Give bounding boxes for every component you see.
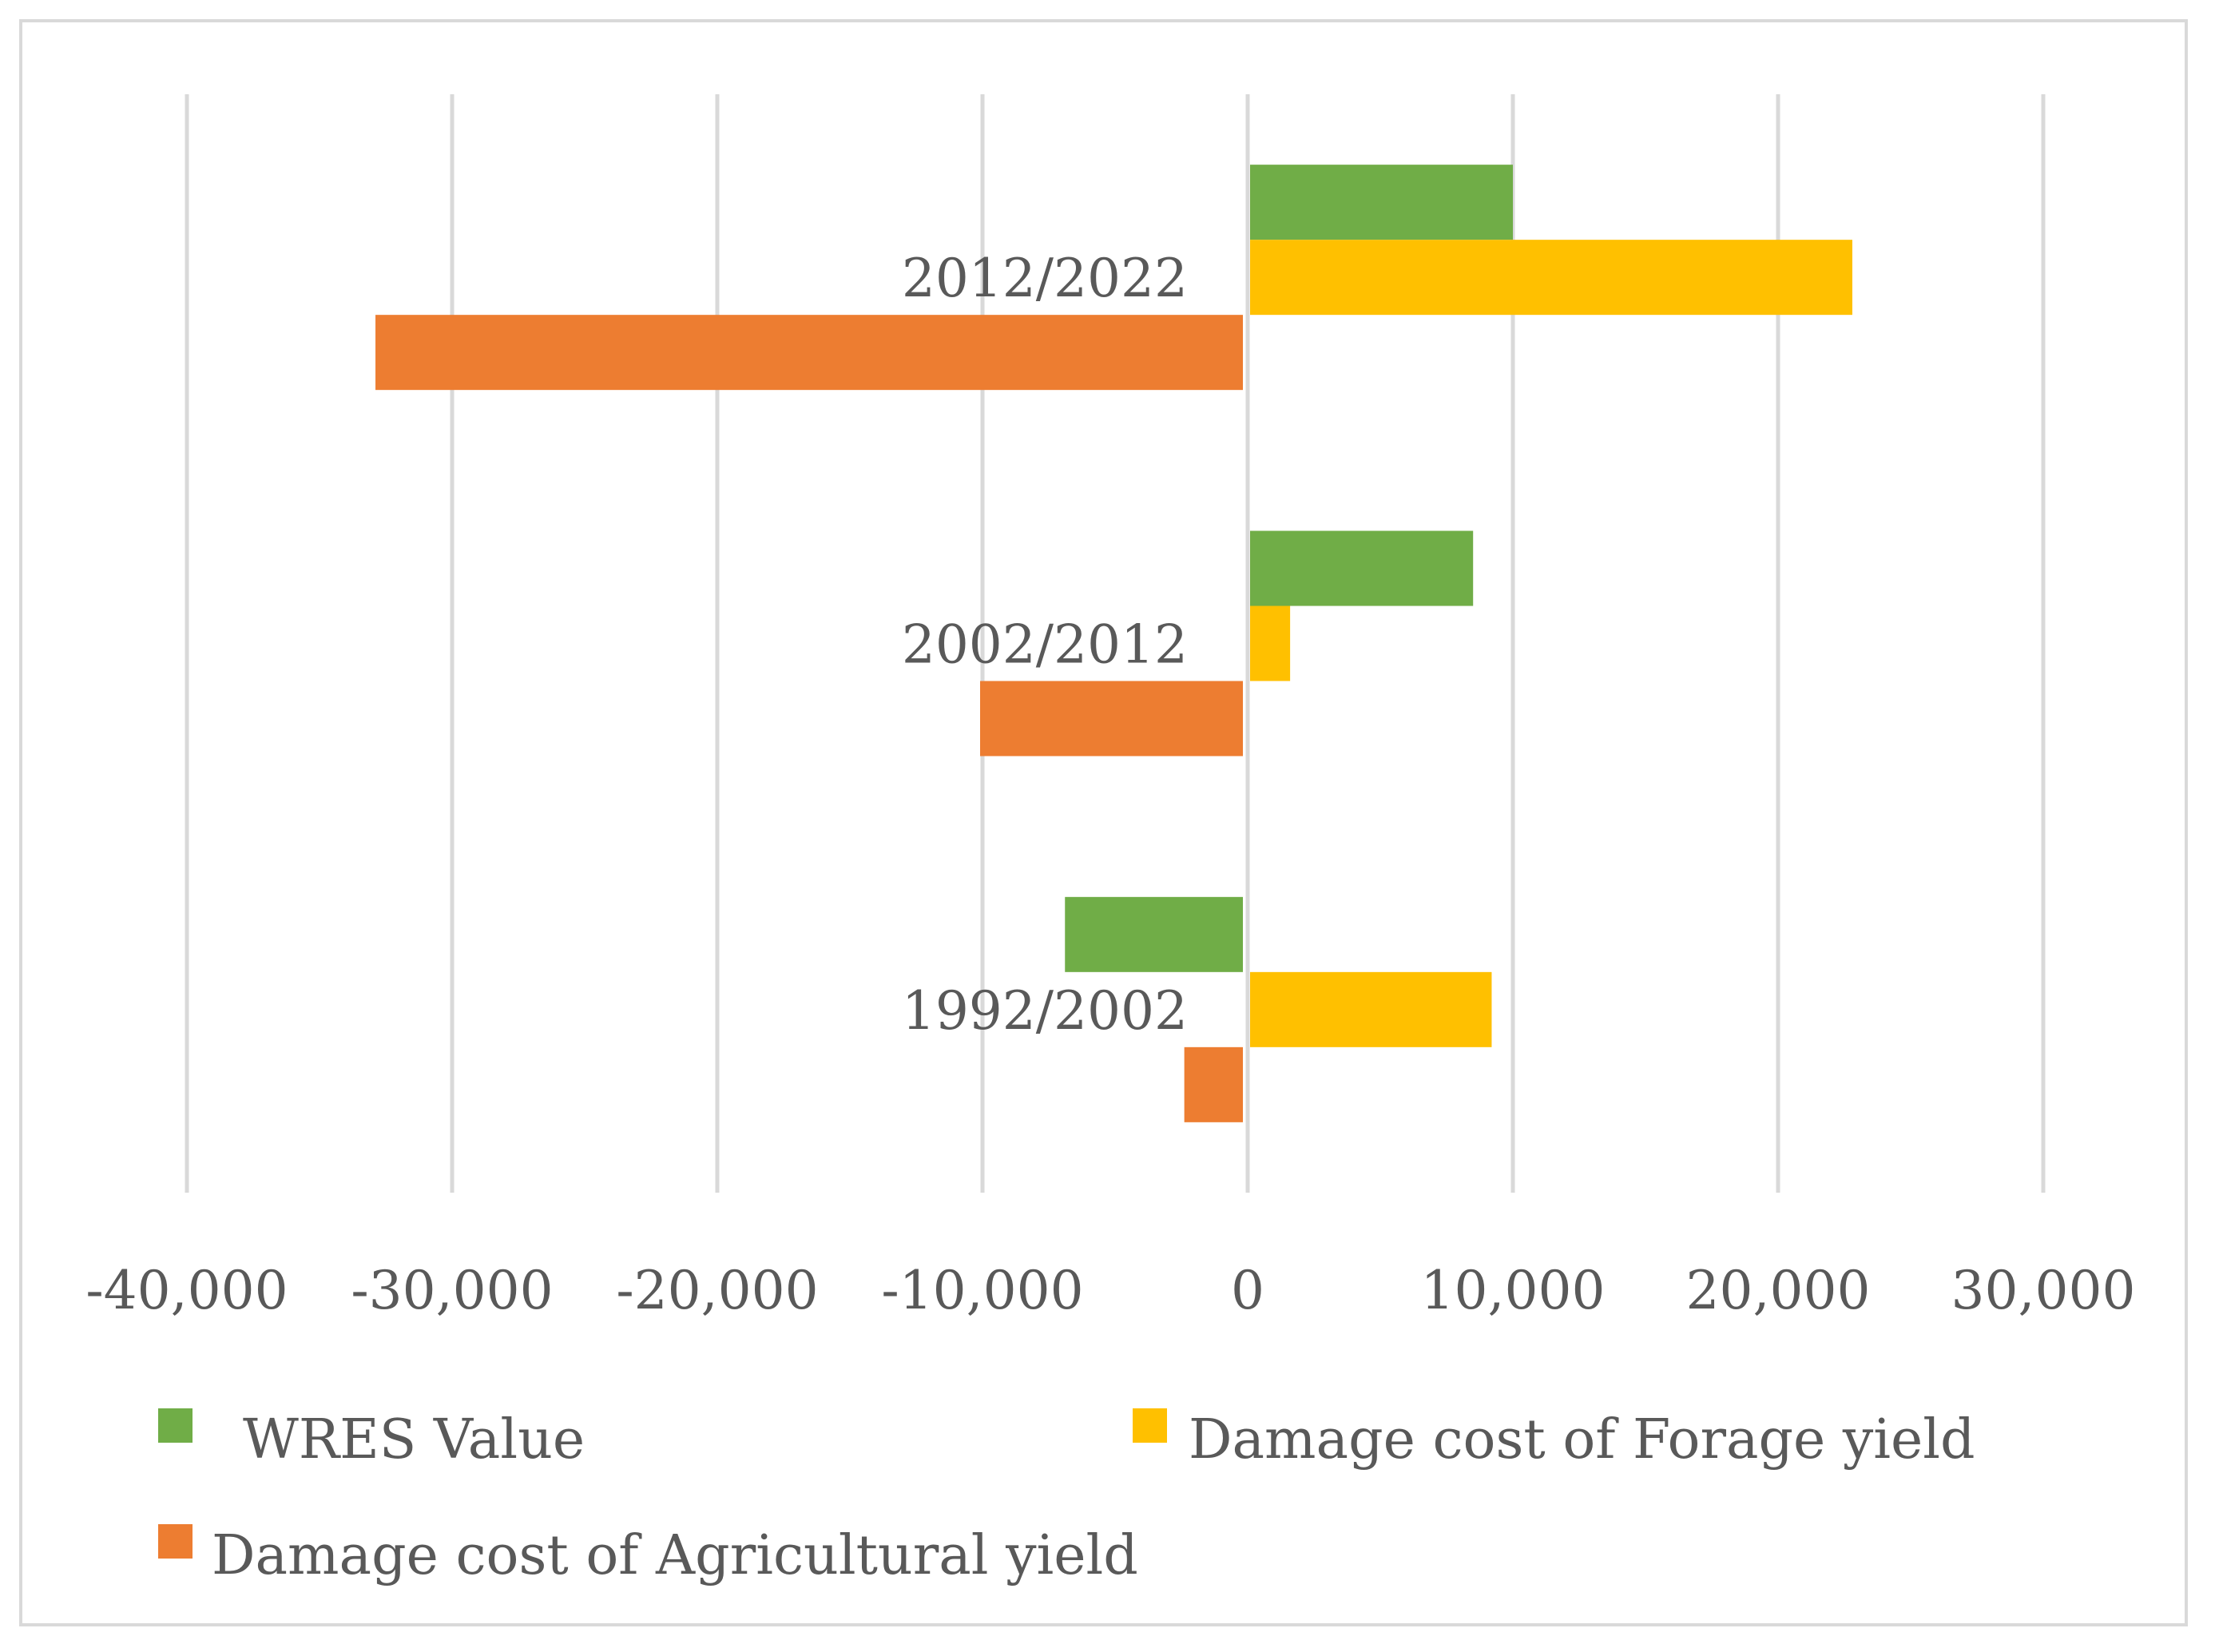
x-tick-label-20-000: 20,000	[1686, 1260, 1871, 1321]
x-axis-tick-labels: -40,000 -30,000 -20,000 -10,000 0 10,000 20,00…	[85, 1260, 2135, 1321]
category-labels: 1992/2002 2002/2012 2012/2022	[902, 248, 1188, 1042]
bar-damage-cost-of-forage-yield-2012-2022	[1250, 240, 1852, 316]
bar-chart: 1992/2002 2002/2012 2012/2022 -40,000 -30,0…	[85, 94, 2135, 1587]
category-label-2002-2012: 2002/2012	[902, 614, 1188, 676]
legend-swatch-agricultural	[158, 1524, 193, 1559]
legend: WRES Value Damage cost of Forage yield D…	[158, 1408, 1975, 1587]
bar-wres-value-2012-2022	[1250, 165, 1513, 240]
bar-damage-cost-of-agricultural-yield-2012-2022	[375, 315, 1243, 391]
x-tick-label-10-000: 10,000	[1421, 1260, 1606, 1321]
legend-label-wres: WRES Value	[243, 1408, 585, 1471]
x-tick-label-0: 0	[1231, 1260, 1264, 1321]
legend-label-forage: Damage cost of Forage yield	[1189, 1408, 1975, 1471]
x-tick-label-30-000: 30,000	[1951, 1260, 2136, 1321]
legend-swatch-forage	[1133, 1408, 1167, 1443]
chart-frame: 1992/2002 2002/2012 2012/2022 -40,000 -30,0…	[19, 19, 2188, 1626]
x-tick-label-20-000: -20,000	[616, 1260, 818, 1321]
x-tick-label-40-000: -40,000	[85, 1260, 288, 1321]
x-tick-label-10-000: -10,000	[881, 1260, 1083, 1321]
bar-damage-cost-of-agricultural-yield-2002-2012	[980, 681, 1243, 757]
bars	[375, 165, 1852, 1122]
bar-damage-cost-of-forage-yield-1992-2002	[1250, 971, 1492, 1047]
legend-swatch-wres	[158, 1408, 193, 1443]
bar-wres-value-1992-2002	[1065, 896, 1243, 972]
bar-damage-cost-of-agricultural-yield-1992-2002	[1184, 1046, 1243, 1122]
x-tick-label-30-000: -30,000	[351, 1260, 553, 1321]
category-label-1992-2002: 1992/2002	[902, 980, 1188, 1042]
bar-wres-value-2002-2012	[1250, 530, 1474, 606]
category-label-2012-2022: 2012/2022	[902, 248, 1188, 309]
bar-damage-cost-of-forage-yield-2002-2012	[1250, 606, 1291, 681]
legend-label-agricultural: Damage cost of Agricultural yield	[212, 1524, 1138, 1587]
